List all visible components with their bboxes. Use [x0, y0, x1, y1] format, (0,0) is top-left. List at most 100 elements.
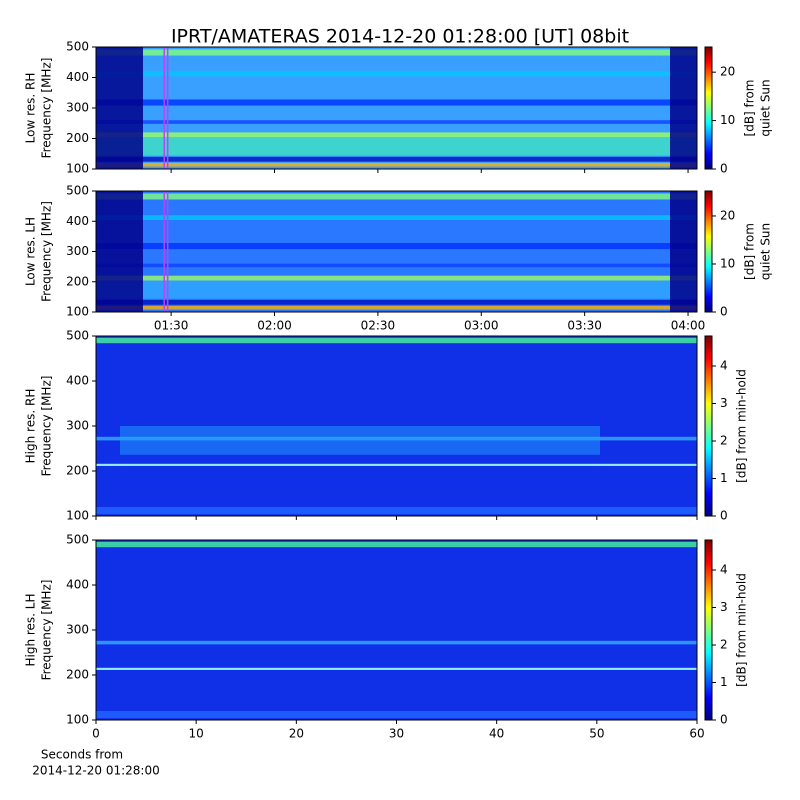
colorbar-tick-label: 20: [720, 65, 735, 79]
colorbar-label: [dB] from min-hold: [735, 573, 749, 687]
x-tick-label: 10: [189, 727, 204, 741]
x-tick-label: 30: [389, 727, 404, 741]
colorbar-tick-label: 0: [720, 305, 728, 319]
colorbar-tick-label: 10: [720, 113, 735, 127]
spectrogram-texture: [96, 711, 697, 719]
y-tick-label: 200: [66, 668, 89, 682]
colorbar-tick-label: 20: [720, 208, 735, 222]
y-tick-label: 100: [66, 305, 89, 319]
colorbar-label: quiet Sun: [759, 79, 773, 136]
spectrogram-texture: [96, 243, 697, 250]
colorbar-label: [dB] from: [743, 80, 757, 137]
y-tick-label: 200: [66, 274, 89, 288]
colorbar-tick-label: 0: [720, 509, 728, 523]
colorbar-tick-label: 1: [720, 471, 728, 485]
x-tick-label: 40: [489, 727, 504, 741]
spectrogram-texture: [96, 215, 697, 221]
spectrogram-texture: [96, 99, 697, 106]
y-axis-label: Low res. RH: [24, 73, 38, 144]
colorbar: [704, 190, 713, 313]
x-tick-label: 04:00: [671, 319, 706, 333]
spectrogram-texture: [96, 541, 697, 548]
figure-title: IPRT/AMATERAS 2014-12-20 01:28:00 [UT] 0…: [171, 26, 629, 48]
spectrogram-texture: [96, 337, 697, 344]
y-tick-label: 500: [66, 184, 89, 198]
y-tick-label: 400: [66, 70, 89, 84]
x-tick-label: 01:30: [154, 319, 189, 333]
colorbar-tick-label: 4: [720, 359, 728, 373]
y-axis-label: Frequency [MHz]: [40, 376, 54, 477]
spectrogram-texture: [96, 275, 697, 281]
colorbar: [704, 335, 713, 517]
spectrogram-texture: [96, 667, 697, 670]
y-axis-label: Frequency [MHz]: [40, 201, 54, 302]
x-tick-label: 20: [289, 727, 304, 741]
spectrogram-texture: [96, 120, 697, 124]
y-tick-label: 200: [66, 464, 89, 478]
x-axis-label: Seconds from: [41, 748, 123, 762]
colorbar-tick-label: 4: [720, 563, 728, 577]
spectrogram-texture: [96, 305, 697, 310]
y-tick-label: 300: [66, 419, 89, 433]
spectrogram-texture: [120, 426, 600, 455]
spectrogram-texture: [96, 49, 697, 56]
colorbar-tick-label: 10: [720, 256, 735, 270]
colorbar-tick-label: 3: [720, 396, 728, 410]
spectrogram-texture: [96, 132, 697, 138]
spectrogram-texture: [96, 263, 697, 268]
spectrogram-texture: [96, 71, 697, 77]
y-tick-label: 400: [66, 578, 89, 592]
y-tick-label: 100: [66, 509, 89, 523]
spectrogram-texture: [96, 463, 697, 466]
spectrogram-texture: [96, 299, 697, 305]
colorbar-label: [dB] from: [743, 223, 757, 280]
spectrogram-texture: [670, 47, 697, 169]
y-tick-label: 100: [66, 162, 89, 176]
x-tick-label: 50: [589, 727, 604, 741]
spectrogram-texture: [96, 47, 143, 169]
y-tick-label: 500: [66, 40, 89, 54]
spectrogram-texture: [96, 137, 697, 156]
spectrogram-texture: [96, 507, 697, 515]
spectrogram-texture: [96, 162, 697, 167]
x-tick-label: 02:30: [361, 319, 396, 333]
y-axis-label: High res. RH: [24, 389, 38, 464]
spectrogram-texture: [96, 193, 697, 200]
spectrogram-texture: [670, 191, 697, 312]
colorbar-tick-label: 0: [720, 162, 728, 176]
colorbar: [704, 46, 713, 170]
y-tick-label: 400: [66, 214, 89, 228]
colorbar-label: [dB] from min-hold: [735, 369, 749, 483]
x-axis-label: 2014-12-20 01:28:00: [32, 764, 159, 778]
colorbar-tick-label: 1: [720, 675, 728, 689]
spectrogram-texture: [96, 640, 697, 645]
colorbar-tick-label: 2: [720, 638, 728, 652]
spectrogram-texture: [96, 540, 697, 720]
x-tick-label: 60: [689, 727, 704, 741]
y-axis-label: Low res. LH: [24, 217, 38, 286]
y-tick-label: 200: [66, 131, 89, 145]
y-tick-label: 300: [66, 101, 89, 115]
colorbar-tick-label: 0: [720, 713, 728, 727]
y-axis-label: Frequency [MHz]: [40, 58, 54, 159]
spectrogram-texture: [96, 191, 143, 312]
colorbar-tick-label: 2: [720, 434, 728, 448]
y-tick-label: 400: [66, 374, 89, 388]
colorbar-label: quiet Sun: [759, 223, 773, 280]
y-axis-label: High res. LH: [24, 593, 38, 666]
y-tick-label: 300: [66, 244, 89, 258]
spectrogram-texture: [96, 280, 697, 299]
spectrogram-texture: [96, 156, 697, 162]
y-axis-label: Frequency [MHz]: [40, 580, 54, 681]
colorbar-tick-label: 3: [720, 600, 728, 614]
x-tick-label: 03:00: [464, 319, 499, 333]
x-tick-label: 02:00: [257, 319, 292, 333]
colorbar: [704, 539, 713, 721]
y-tick-label: 300: [66, 623, 89, 637]
y-tick-label: 500: [66, 533, 89, 547]
x-tick-label: 03:30: [567, 319, 602, 333]
y-tick-label: 500: [66, 329, 89, 343]
y-tick-label: 100: [66, 713, 89, 727]
x-tick-label: 0: [92, 727, 100, 741]
